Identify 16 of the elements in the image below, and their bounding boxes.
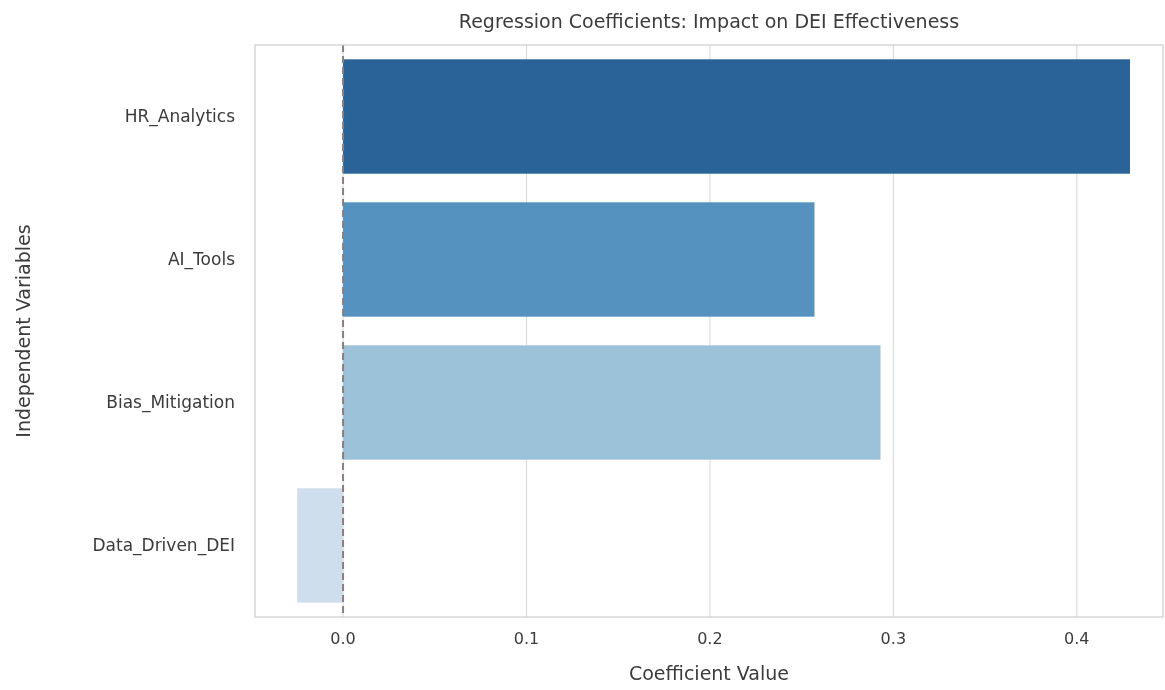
bar: [343, 345, 881, 460]
x-tick-label: 0.1: [513, 629, 540, 648]
y-axis-title: Independent Variables: [12, 224, 34, 438]
x-tick-label: 0.3: [880, 629, 907, 648]
x-tick-label: 0.4: [1064, 629, 1090, 648]
x-tick-label: 0.2: [697, 629, 723, 648]
chart-title: Regression Coefficients: Impact on DEI Effectiveness: [458, 10, 960, 32]
y-tick-label: AI_Tools: [167, 249, 236, 271]
y-tick-label: HR_Analytics: [124, 106, 236, 128]
x-tick-label: 0.0: [330, 629, 356, 648]
bar: [343, 59, 1130, 174]
x-axis-title: Coefficient Value: [628, 662, 790, 684]
y-tick-label: Bias_Mitigation: [106, 392, 235, 414]
y-tick-label: Data_Driven_DEI: [92, 535, 235, 557]
bar: [297, 488, 344, 603]
bar: [343, 202, 815, 317]
